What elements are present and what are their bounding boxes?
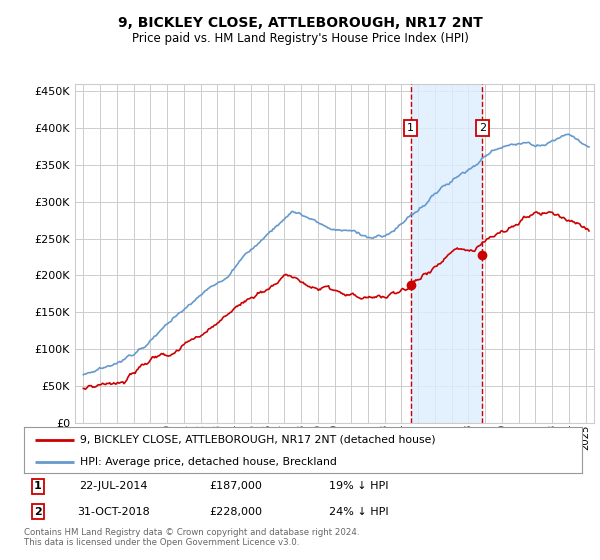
Text: 2: 2 [479,123,486,133]
Bar [410,84,482,423]
Text: 1: 1 [407,123,414,133]
Text: 9, BICKLEY CLOSE, ATTLEBOROUGH, NR17 2NT (detached house): 9, BICKLEY CLOSE, ATTLEBOROUGH, NR17 2NT… [80,435,436,445]
Text: HPI: Average price, detached house, Breckland: HPI: Average price, detached house, Brec… [80,457,337,466]
Text: £228,000: £228,000 [209,507,263,517]
Text: 2: 2 [34,507,42,517]
Text: £187,000: £187,000 [209,481,262,491]
Text: 24% ↓ HPI: 24% ↓ HPI [329,507,389,517]
Text: 19% ↓ HPI: 19% ↓ HPI [329,481,389,491]
Text: Contains HM Land Registry data © Crown copyright and database right 2024.
This d: Contains HM Land Registry data © Crown c… [24,528,359,548]
Text: 9, BICKLEY CLOSE, ATTLEBOROUGH, NR17 2NT: 9, BICKLEY CLOSE, ATTLEBOROUGH, NR17 2NT [118,16,482,30]
Text: 22-JUL-2014: 22-JUL-2014 [79,481,148,491]
Text: 1: 1 [34,481,42,491]
Text: Price paid vs. HM Land Registry's House Price Index (HPI): Price paid vs. HM Land Registry's House … [131,32,469,45]
Text: 31-OCT-2018: 31-OCT-2018 [77,507,149,517]
